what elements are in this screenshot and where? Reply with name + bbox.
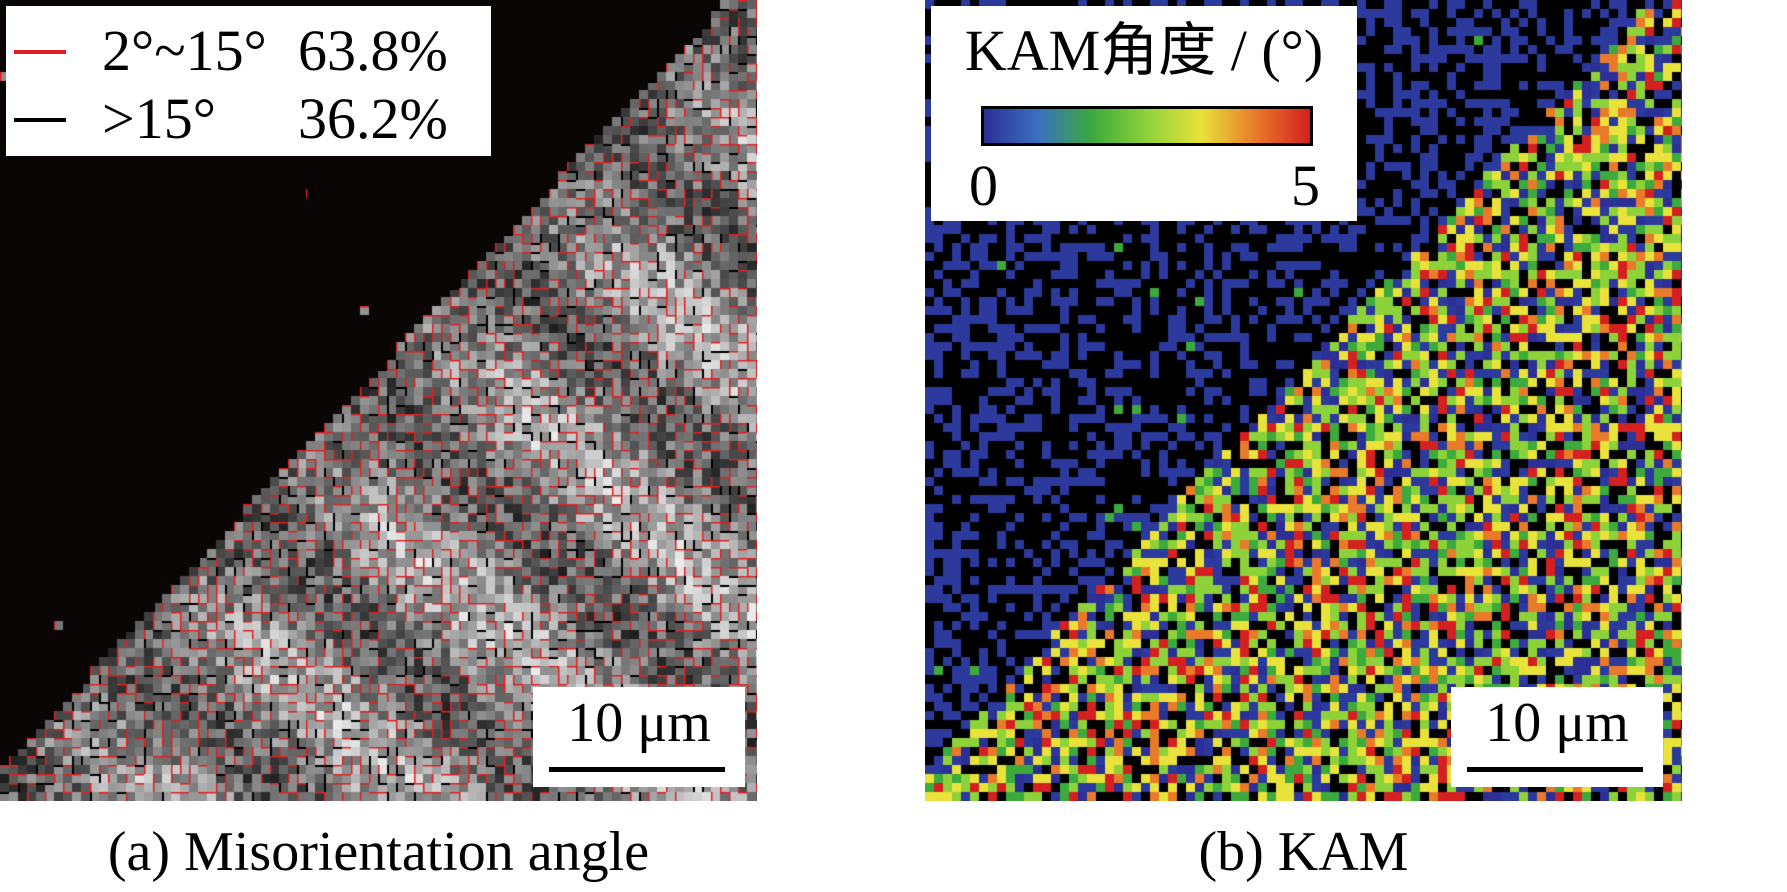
legend-label-high-angle: >15° (102, 86, 216, 151)
caption-b: (b) KAM (1198, 821, 1409, 883)
scale-bar-label-b: 10 μm (1485, 692, 1629, 754)
colorbar-max-label: 5 (1291, 153, 1320, 218)
kam-colorbar-legend: KAM角度 / (°) 0 5 (931, 6, 1357, 221)
scale-bar-a: 10 μm (533, 687, 745, 787)
boundary-legend: 2°~15° 63.8% >15° 36.2% (6, 6, 491, 156)
scale-bar-b: 10 μm (1451, 687, 1663, 787)
legend-item-low-angle: 2°~15° 63.8% (6, 16, 491, 86)
colorbar-gradient (981, 106, 1313, 146)
red-line-swatch (14, 50, 66, 54)
caption-a: (a) Misorientation angle (107, 821, 650, 883)
misorientation-angle-map: 2°~15° 63.8% >15° 36.2% 10 μm (0, 0, 757, 801)
legend-item-high-angle: >15° 36.2% (6, 84, 491, 154)
legend-value-low-angle: 63.8% (298, 18, 448, 83)
scale-bar-line-a (549, 767, 725, 772)
colorbar-title: KAM角度 / (°) (964, 18, 1324, 83)
black-line-swatch (14, 118, 66, 122)
colorbar-min-label: 0 (969, 153, 998, 218)
scale-bar-line-b (1467, 767, 1643, 772)
legend-value-high-angle: 36.2% (298, 86, 448, 151)
scale-bar-label-a: 10 μm (567, 692, 711, 754)
legend-label-low-angle: 2°~15° (102, 18, 267, 83)
kam-map: KAM角度 / (°) 0 5 10 μm (925, 0, 1682, 801)
